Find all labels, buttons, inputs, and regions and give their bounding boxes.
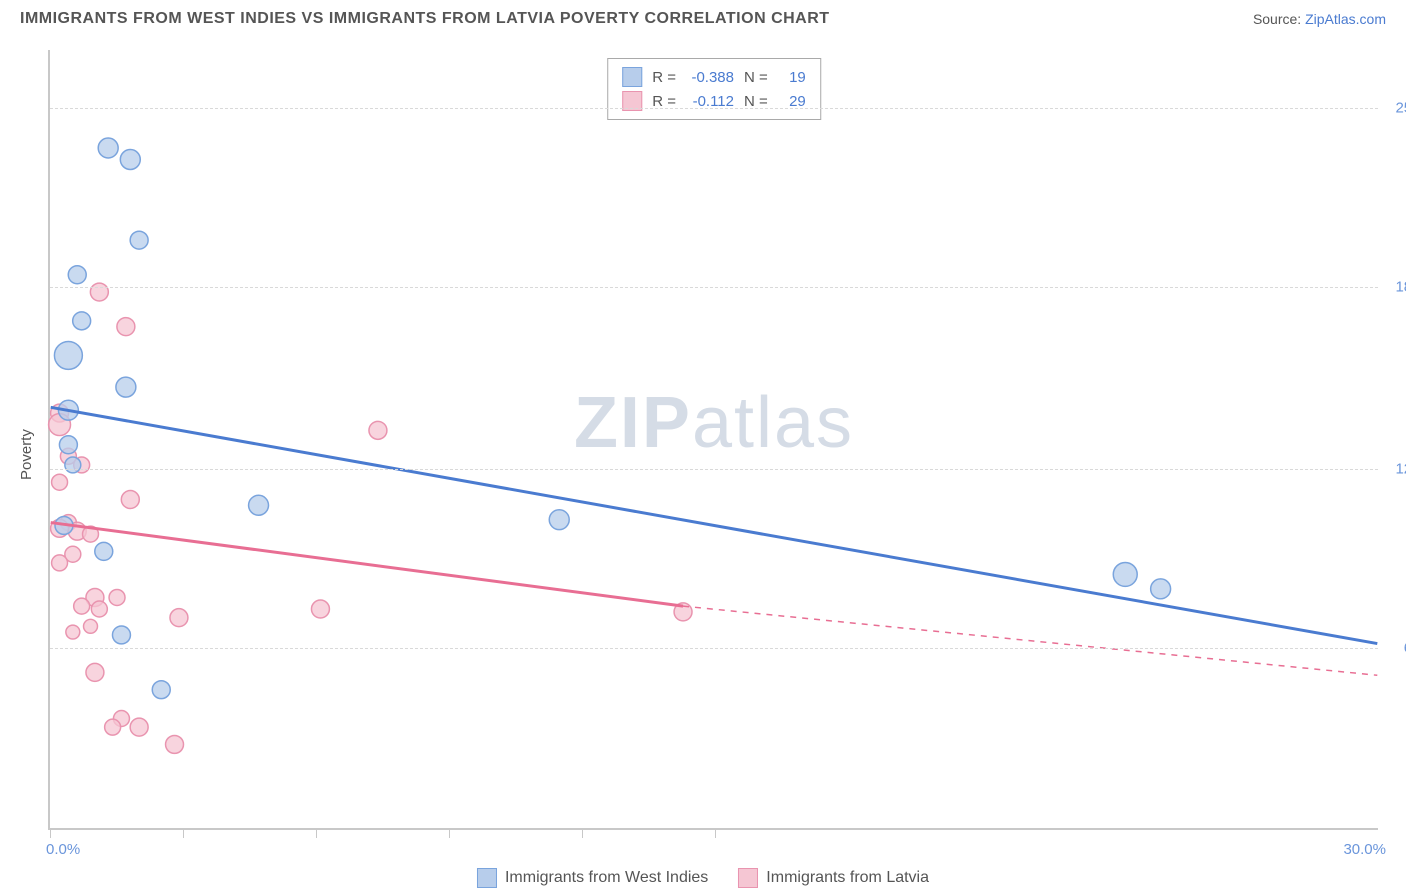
datapoint-west-indies[interactable]: [65, 457, 81, 473]
trendline-latvia-extrapolated: [683, 606, 1377, 675]
legend-item: Immigrants from Latvia: [738, 868, 929, 888]
datapoint-west-indies[interactable]: [59, 436, 77, 454]
series-legend: Immigrants from West Indies Immigrants f…: [477, 868, 929, 888]
n-value: 19: [778, 69, 806, 86]
datapoint-latvia[interactable]: [91, 601, 107, 617]
x-tick: [50, 828, 51, 838]
y-tick-label: 12.5%: [1395, 460, 1406, 477]
datapoint-west-indies[interactable]: [249, 495, 269, 515]
datapoint-west-indies[interactable]: [1151, 579, 1171, 599]
source-link[interactable]: ZipAtlas.com: [1305, 11, 1386, 27]
legend-stat-row: R = -0.388 N = 19: [622, 65, 806, 89]
datapoint-latvia[interactable]: [52, 474, 68, 490]
x-tick: [183, 828, 184, 838]
datapoint-west-indies[interactable]: [95, 542, 113, 560]
datapoint-west-indies[interactable]: [112, 626, 130, 644]
datapoint-latvia[interactable]: [84, 619, 98, 633]
source-label: Source:: [1253, 11, 1305, 27]
source-attribution: Source: ZipAtlas.com: [1253, 11, 1386, 27]
datapoint-west-indies[interactable]: [152, 681, 170, 699]
x-axis-max-label: 30.0%: [1343, 841, 1386, 858]
datapoint-latvia[interactable]: [74, 598, 90, 614]
trendline-latvia: [51, 523, 683, 607]
chart-title: IMMIGRANTS FROM WEST INDIES VS IMMIGRANT…: [20, 10, 830, 28]
x-tick: [582, 828, 583, 838]
legend-label: Immigrants from Latvia: [766, 869, 929, 887]
gridline: [50, 469, 1378, 470]
datapoint-latvia[interactable]: [166, 735, 184, 753]
datapoint-latvia[interactable]: [170, 609, 188, 627]
x-tick: [715, 828, 716, 838]
legend-swatch: [477, 868, 497, 888]
y-tick-label: 25.0%: [1395, 99, 1406, 116]
datapoint-latvia[interactable]: [66, 625, 80, 639]
scatter-svg: [50, 50, 1378, 828]
datapoint-west-indies[interactable]: [116, 377, 136, 397]
datapoint-west-indies[interactable]: [68, 266, 86, 284]
legend-swatch: [622, 67, 642, 87]
datapoint-latvia[interactable]: [369, 421, 387, 439]
y-axis-title: Poverty: [18, 429, 35, 480]
x-axis-min-label: 0.0%: [46, 841, 80, 858]
datapoint-latvia[interactable]: [109, 590, 125, 606]
datapoint-west-indies[interactable]: [54, 341, 82, 369]
legend-item: Immigrants from West Indies: [477, 868, 708, 888]
gridline: [50, 648, 1378, 649]
datapoint-west-indies[interactable]: [120, 150, 140, 170]
correlation-legend: R = -0.388 N = 19 R = -0.112 N = 29: [607, 58, 821, 120]
datapoint-west-indies[interactable]: [73, 312, 91, 330]
datapoint-west-indies[interactable]: [130, 231, 148, 249]
datapoint-west-indies[interactable]: [1113, 562, 1137, 586]
chart-plot-area: ZIPatlas R = -0.388 N = 19 R = -0.112 N …: [48, 50, 1378, 830]
datapoint-west-indies[interactable]: [98, 138, 118, 158]
r-value: -0.388: [686, 69, 734, 86]
y-tick-label: 18.8%: [1395, 278, 1406, 295]
datapoint-latvia[interactable]: [52, 555, 68, 571]
datapoint-latvia[interactable]: [105, 719, 121, 735]
trendline-west-indies: [51, 407, 1378, 643]
datapoint-latvia[interactable]: [311, 600, 329, 618]
x-tick: [316, 828, 317, 838]
gridline: [50, 108, 1378, 109]
r-label: R =: [652, 69, 676, 86]
legend-swatch: [738, 868, 758, 888]
datapoint-latvia[interactable]: [90, 283, 108, 301]
legend-stat-row: R = -0.112 N = 29: [622, 89, 806, 113]
datapoint-latvia[interactable]: [121, 491, 139, 509]
datapoint-latvia[interactable]: [86, 663, 104, 681]
legend-label: Immigrants from West Indies: [505, 869, 708, 887]
gridline: [50, 287, 1378, 288]
datapoint-west-indies[interactable]: [549, 510, 569, 530]
datapoint-latvia[interactable]: [117, 318, 135, 336]
n-label: N =: [744, 69, 768, 86]
datapoint-latvia[interactable]: [130, 718, 148, 736]
x-tick: [449, 828, 450, 838]
